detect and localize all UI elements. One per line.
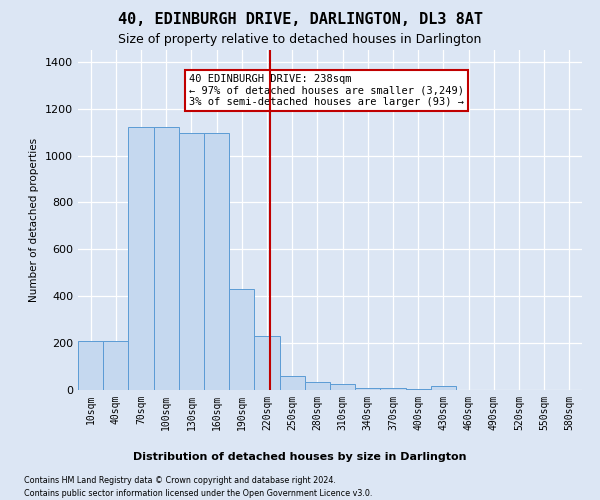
Bar [204, 133, 229, 390]
Bar [380, 388, 406, 390]
Y-axis label: Number of detached properties: Number of detached properties [29, 138, 40, 302]
Text: 40, EDINBURGH DRIVE, DARLINGTON, DL3 8AT: 40, EDINBURGH DRIVE, DARLINGTON, DL3 8AT [118, 12, 482, 28]
Bar [128, 128, 154, 390]
Text: Size of property relative to detached houses in Darlington: Size of property relative to detached ho… [118, 32, 482, 46]
Bar [254, 336, 280, 390]
Text: Contains public sector information licensed under the Open Government Licence v3: Contains public sector information licen… [24, 489, 373, 498]
Bar [154, 128, 179, 390]
Text: Contains HM Land Registry data © Crown copyright and database right 2024.: Contains HM Land Registry data © Crown c… [24, 476, 336, 485]
Bar [330, 384, 355, 390]
Text: 40 EDINBURGH DRIVE: 238sqm
← 97% of detached houses are smaller (3,249)
3% of se: 40 EDINBURGH DRIVE: 238sqm ← 97% of deta… [189, 74, 464, 107]
Bar [406, 389, 431, 390]
Bar [78, 341, 103, 390]
Bar [355, 388, 380, 390]
Bar [431, 386, 456, 390]
Bar [305, 382, 330, 390]
Text: Distribution of detached houses by size in Darlington: Distribution of detached houses by size … [133, 452, 467, 462]
Bar [103, 341, 128, 390]
Bar [229, 289, 254, 390]
Bar [179, 133, 204, 390]
Bar [280, 376, 305, 390]
